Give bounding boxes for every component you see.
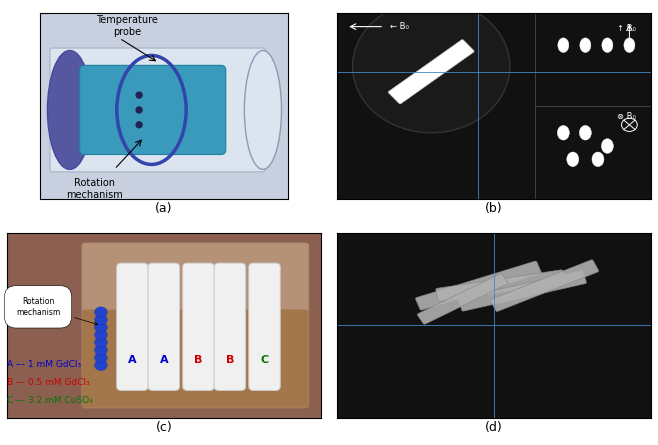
Circle shape xyxy=(136,92,142,98)
Circle shape xyxy=(95,337,107,348)
X-axis label: (a): (a) xyxy=(155,202,172,215)
Text: B: B xyxy=(194,355,203,365)
FancyBboxPatch shape xyxy=(183,263,215,390)
FancyBboxPatch shape xyxy=(388,40,474,104)
Text: Rotation
mechanism: Rotation mechanism xyxy=(16,297,97,325)
Circle shape xyxy=(95,307,107,317)
Circle shape xyxy=(95,322,107,332)
FancyBboxPatch shape xyxy=(415,261,542,310)
Ellipse shape xyxy=(567,152,579,166)
Text: C –– 3.2 mM CuSO₄: C –– 3.2 mM CuSO₄ xyxy=(7,396,93,405)
Circle shape xyxy=(95,352,107,363)
Text: Rotation
mechanism: Rotation mechanism xyxy=(66,178,123,200)
FancyBboxPatch shape xyxy=(116,263,148,390)
Text: ⊗ B₀: ⊗ B₀ xyxy=(617,112,636,121)
Ellipse shape xyxy=(624,38,635,53)
Text: C: C xyxy=(261,355,268,365)
FancyBboxPatch shape xyxy=(82,310,309,408)
FancyBboxPatch shape xyxy=(80,65,226,154)
Text: A –– 1 mM GdCl₃: A –– 1 mM GdCl₃ xyxy=(7,360,81,369)
Circle shape xyxy=(95,330,107,340)
Ellipse shape xyxy=(557,125,569,140)
X-axis label: (b): (b) xyxy=(486,202,503,215)
Text: B: B xyxy=(226,355,234,365)
FancyBboxPatch shape xyxy=(50,48,265,172)
Ellipse shape xyxy=(580,38,591,53)
FancyBboxPatch shape xyxy=(417,274,508,324)
Circle shape xyxy=(95,315,107,325)
Ellipse shape xyxy=(580,125,592,140)
Circle shape xyxy=(136,122,142,128)
Text: Temperature
probe: Temperature probe xyxy=(96,15,158,37)
Text: B –– 0.5 mM GdCl₃: B –– 0.5 mM GdCl₃ xyxy=(7,378,89,387)
FancyBboxPatch shape xyxy=(459,271,586,311)
Ellipse shape xyxy=(602,38,613,53)
Circle shape xyxy=(95,345,107,356)
FancyBboxPatch shape xyxy=(490,260,599,312)
Circle shape xyxy=(136,107,142,113)
FancyBboxPatch shape xyxy=(436,270,565,301)
Text: A: A xyxy=(159,355,168,365)
Text: A: A xyxy=(128,355,137,365)
Ellipse shape xyxy=(558,38,569,53)
X-axis label: (d): (d) xyxy=(485,421,503,434)
FancyBboxPatch shape xyxy=(215,263,245,390)
Text: ← B₀: ← B₀ xyxy=(390,22,409,31)
Ellipse shape xyxy=(47,50,92,170)
FancyBboxPatch shape xyxy=(82,243,309,408)
Ellipse shape xyxy=(601,139,613,154)
FancyBboxPatch shape xyxy=(148,263,180,390)
X-axis label: (c): (c) xyxy=(155,421,172,434)
FancyBboxPatch shape xyxy=(249,263,280,390)
Circle shape xyxy=(95,360,107,371)
Ellipse shape xyxy=(592,152,604,166)
Circle shape xyxy=(353,0,510,133)
Ellipse shape xyxy=(244,50,282,170)
Text: ↑ B₀: ↑ B₀ xyxy=(617,24,636,33)
